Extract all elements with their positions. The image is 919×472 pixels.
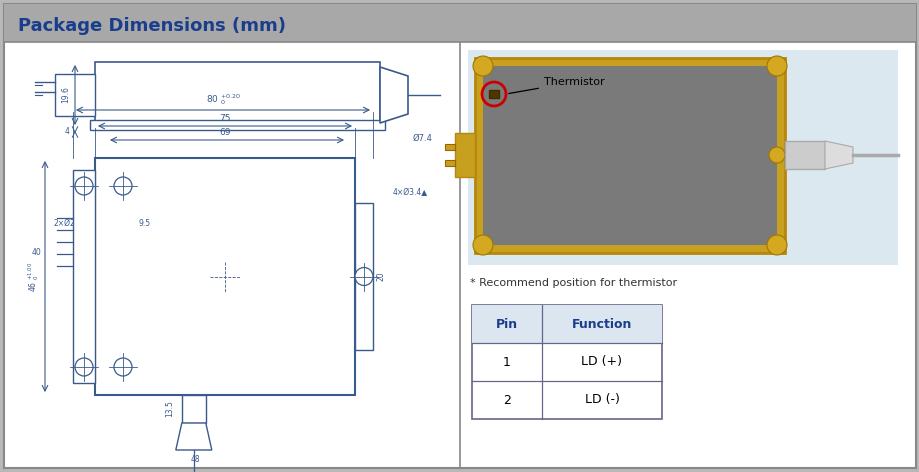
Circle shape (114, 177, 131, 195)
Text: 4×Ø3.4▲: 4×Ø3.4▲ (392, 188, 427, 197)
Circle shape (768, 147, 784, 163)
Text: Pin: Pin (495, 318, 517, 330)
Bar (73, 170, 95, 383)
Text: 46 $^{+1.00}_{0}$: 46 $^{+1.00}_{0}$ (26, 261, 41, 292)
Polygon shape (824, 141, 852, 169)
Text: 9.5: 9.5 (139, 219, 151, 228)
Text: 48: 48 (191, 455, 200, 464)
Text: 40: 40 (31, 248, 41, 257)
Polygon shape (176, 423, 211, 450)
Bar (355, 203, 372, 350)
Text: LD (-): LD (-) (584, 394, 618, 406)
Circle shape (75, 177, 93, 195)
Bar (471, 305, 662, 419)
Text: 19.6: 19.6 (61, 86, 70, 103)
Bar (482, 66, 777, 245)
Circle shape (766, 235, 786, 255)
Text: 1: 1 (503, 355, 510, 369)
Text: Package Dimensions (mm): Package Dimensions (mm) (18, 17, 286, 35)
Bar (55, 74, 95, 116)
Text: 2: 2 (503, 394, 510, 406)
Text: LD (+): LD (+) (581, 355, 622, 369)
Bar (455, 133, 474, 177)
Text: * Recommend position for thermistor: * Recommend position for thermistor (470, 278, 676, 288)
Circle shape (472, 56, 493, 76)
Bar (489, 90, 498, 98)
Bar (182, 395, 206, 423)
Bar (445, 160, 455, 166)
Text: 69: 69 (219, 128, 231, 137)
Circle shape (114, 358, 131, 376)
Polygon shape (380, 67, 407, 123)
Bar (95, 62, 380, 128)
Text: Function: Function (572, 318, 631, 330)
Text: Thermistor: Thermistor (508, 77, 604, 93)
Text: 4: 4 (65, 127, 70, 136)
Circle shape (472, 235, 493, 255)
Circle shape (75, 358, 93, 376)
Bar (90, 120, 384, 130)
Bar (471, 305, 662, 343)
Text: 75: 75 (219, 114, 231, 123)
Text: 13.5: 13.5 (165, 401, 174, 417)
Bar (445, 144, 455, 150)
Text: 80 $^{+0.20}_{0}$: 80 $^{+0.20}_{0}$ (205, 92, 240, 107)
Text: Ø7.4: Ø7.4 (412, 134, 431, 143)
Text: 2×Ø2: 2×Ø2 (53, 219, 75, 228)
Text: 20: 20 (377, 272, 386, 281)
Circle shape (355, 268, 372, 286)
Bar (468, 50, 897, 265)
Bar (474, 58, 784, 253)
Bar (784, 141, 824, 169)
Bar (95, 158, 355, 395)
Circle shape (766, 56, 786, 76)
Bar (4, 4, 915, 42)
